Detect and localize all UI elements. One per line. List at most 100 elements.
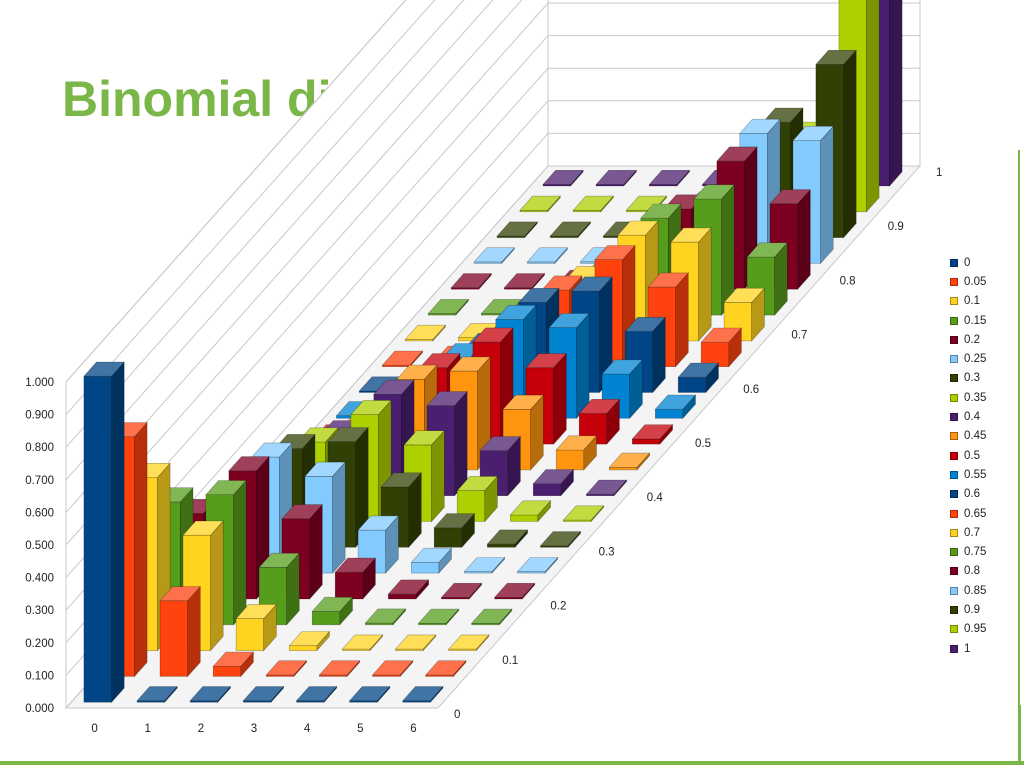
legend-label: 0.05 — [964, 275, 987, 288]
legend-swatch — [950, 490, 958, 499]
bar — [585, 479, 628, 497]
legend-label: 0.2 — [964, 333, 980, 346]
depth-tick-label: 0.7 — [791, 330, 807, 342]
bar — [555, 435, 598, 471]
legend-item: 0.55 — [950, 465, 986, 484]
legend-label: 0.95 — [964, 623, 987, 636]
legend-swatch — [950, 297, 958, 306]
gridline — [65, 0, 407, 383]
bar — [189, 685, 232, 703]
depth-tick-label: 0.3 — [599, 546, 615, 558]
legend-item: 0.8 — [950, 562, 986, 581]
legend-item: 0.2 — [950, 330, 986, 349]
bar — [572, 195, 615, 213]
chart-legend: 0 0.05 0.1 0.15 0.2 0.25 0.3 0.35 0.4 0.45 0.5 0.55… — [950, 253, 986, 658]
legend-item: 0.6 — [950, 485, 986, 504]
bar — [348, 685, 391, 703]
legend-label: 0.4 — [964, 411, 980, 424]
legend-item: 0.15 — [950, 311, 986, 330]
legend-label: 0.55 — [964, 468, 987, 481]
bar — [496, 221, 538, 239]
legend-item: 0.9 — [950, 600, 986, 619]
legend-swatch — [950, 335, 958, 344]
legend-label: 0.15 — [964, 314, 987, 327]
legend-label: 0.45 — [964, 430, 987, 443]
bar — [371, 659, 414, 678]
bar — [601, 359, 644, 420]
legend-label: 0.9 — [964, 603, 980, 616]
bar — [440, 582, 483, 600]
x-tick-label: 2 — [198, 723, 204, 735]
legend-item: 0.25 — [950, 349, 986, 368]
bar — [83, 361, 125, 703]
y-tick-label: 0.600 — [25, 507, 54, 519]
bar — [595, 169, 638, 187]
bar — [387, 579, 430, 600]
legend-label: 0 — [964, 256, 971, 269]
bar — [479, 435, 522, 497]
legend-swatch — [950, 605, 958, 614]
bar — [450, 272, 493, 290]
depth-tick-label: 0.8 — [840, 275, 856, 287]
y-tick-label: 0.700 — [25, 475, 54, 487]
bar — [631, 423, 674, 445]
x-tick-label: 3 — [251, 723, 257, 735]
bar — [542, 169, 584, 187]
legend-swatch — [950, 277, 958, 286]
bar — [509, 500, 552, 523]
bar — [562, 505, 605, 523]
bar — [549, 221, 592, 239]
legend-item: 0.45 — [950, 427, 986, 446]
bar — [448, 634, 490, 652]
bar — [526, 246, 569, 265]
legend-label: 0.35 — [964, 391, 987, 404]
legend-item: 0.85 — [950, 581, 986, 600]
slide-side-rule — [1018, 150, 1020, 705]
gridline — [65, 67, 920, 611]
bar — [648, 169, 691, 187]
slide-bottom-rule — [0, 761, 1024, 765]
depth-tick-label: 1 — [936, 167, 942, 179]
bar — [159, 585, 201, 678]
bar — [364, 608, 407, 626]
legend-label: 0.75 — [964, 546, 987, 559]
y-tick-label: 0.400 — [25, 573, 54, 585]
depth-tick-label: 0.2 — [550, 601, 566, 613]
bar — [473, 246, 516, 265]
legend-swatch — [950, 432, 958, 441]
bar — [136, 685, 178, 703]
bar — [410, 547, 453, 574]
bar — [654, 394, 697, 420]
bar — [677, 362, 720, 394]
bar — [341, 634, 384, 652]
legend-label: 0.7 — [964, 526, 980, 539]
gridline — [65, 0, 494, 481]
y-tick-label: 0.900 — [25, 410, 54, 422]
bar — [516, 556, 559, 574]
legend-swatch — [950, 316, 958, 325]
bar — [404, 324, 447, 342]
bar — [235, 603, 278, 652]
bar — [334, 557, 377, 600]
bar — [381, 350, 424, 368]
legend-label: 0.25 — [964, 353, 987, 366]
gridline — [65, 2, 920, 546]
bar — [318, 659, 361, 678]
legend-item: 0.35 — [950, 388, 986, 407]
y-axis-tick-labels: 0.000 0.100 0.200 0.300 0.400 0.500 0.600 0.700… — [25, 377, 54, 715]
legend-swatch — [950, 374, 958, 383]
legend-swatch — [950, 567, 958, 576]
legend-swatch — [950, 355, 958, 364]
legend-label: 0.65 — [964, 507, 987, 520]
bar — [608, 452, 651, 471]
depth-tick-label: 0.4 — [647, 492, 664, 504]
gridline — [65, 0, 523, 513]
bar — [417, 608, 460, 626]
depth-axis-tick-labels: 0 0.1 0.2 0.3 0.4 0.5 0.6 0.7 0.8 0.9 1 — [454, 167, 942, 721]
legend-swatch — [950, 625, 958, 634]
bar — [242, 685, 285, 703]
y-tick-label: 0.200 — [25, 638, 54, 650]
legend-swatch — [950, 393, 958, 402]
bar — [357, 515, 400, 574]
